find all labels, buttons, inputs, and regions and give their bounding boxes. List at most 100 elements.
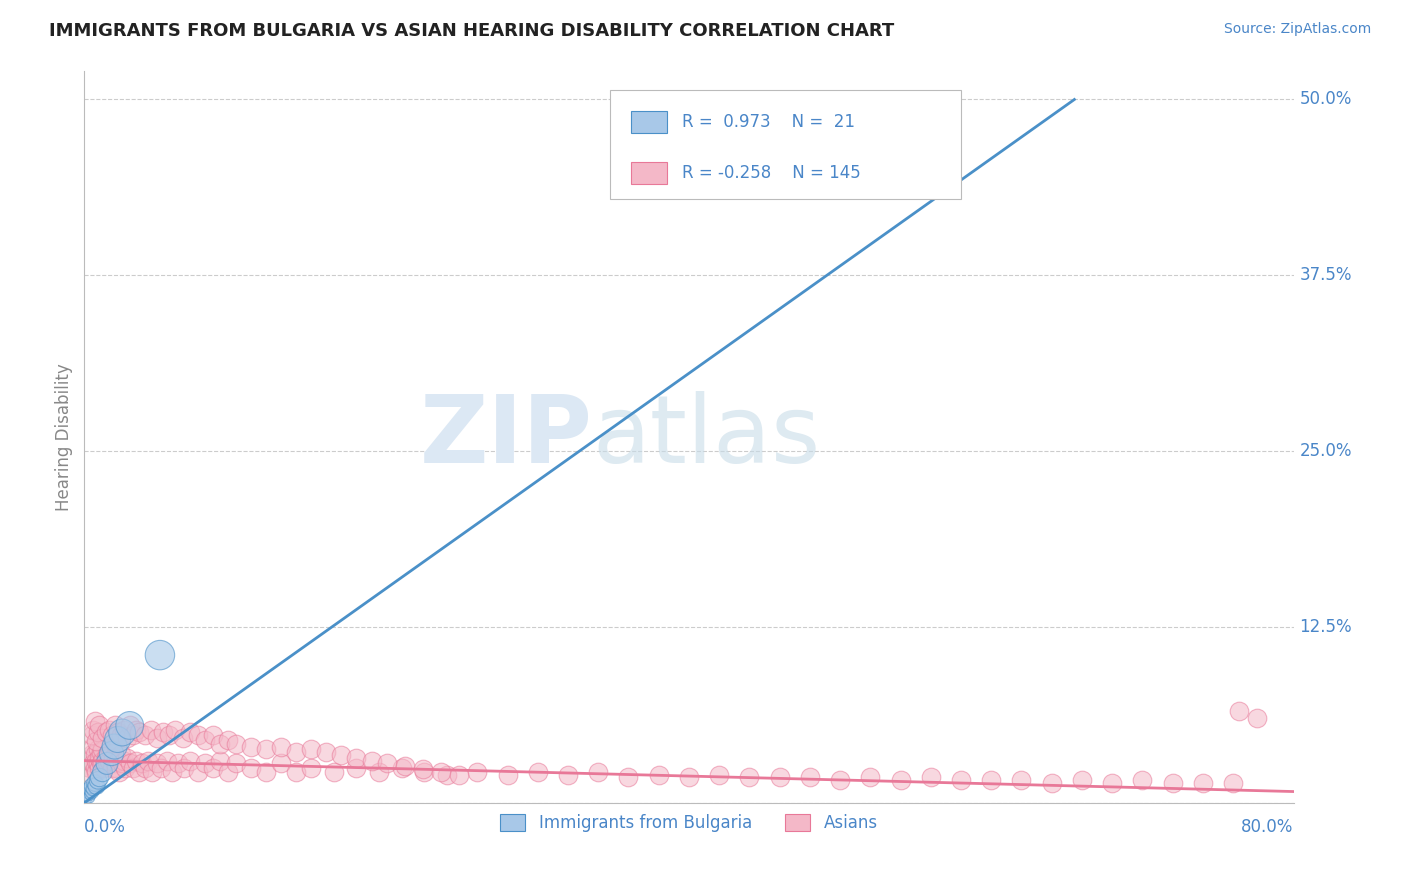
Point: [110, 747, 132, 761]
Point: [1011, 773, 1033, 788]
Point: [172, 731, 194, 745]
Point: [87, 725, 110, 739]
Point: [91, 742, 114, 756]
Point: [91, 731, 114, 745]
Point: [112, 723, 135, 737]
Point: [101, 751, 124, 765]
Point: [104, 737, 127, 751]
Point: [94, 725, 117, 739]
Legend: Immigrants from Bulgaria, Asians: Immigrants from Bulgaria, Asians: [494, 807, 884, 838]
Point: [104, 718, 127, 732]
Point: [100, 761, 122, 775]
Point: [115, 751, 138, 765]
Point: [136, 754, 159, 768]
Point: [1040, 776, 1063, 790]
Point: [412, 762, 434, 776]
Point: [950, 773, 973, 788]
Point: [299, 742, 322, 756]
Point: [179, 725, 201, 739]
Point: [107, 725, 129, 739]
Point: [96, 756, 118, 771]
Point: [104, 756, 127, 771]
Point: [82, 739, 104, 754]
Point: [209, 754, 232, 768]
Point: [738, 771, 761, 785]
Point: [201, 761, 224, 775]
Point: [225, 737, 247, 751]
Point: [89, 718, 111, 732]
Point: [107, 732, 129, 747]
Point: [134, 761, 156, 775]
Point: [859, 771, 882, 785]
Point: [128, 764, 150, 779]
Point: [89, 761, 111, 775]
Point: [187, 728, 209, 742]
Text: 50.0%: 50.0%: [1299, 90, 1353, 109]
Point: [84, 776, 107, 790]
Point: [94, 751, 117, 765]
Point: [391, 761, 413, 775]
Point: [436, 767, 458, 781]
Point: [121, 761, 143, 775]
Point: [112, 754, 135, 768]
FancyBboxPatch shape: [631, 111, 668, 133]
Point: [315, 745, 337, 759]
Text: 25.0%: 25.0%: [1299, 442, 1353, 460]
Text: 12.5%: 12.5%: [1299, 618, 1353, 636]
Point: [89, 751, 111, 765]
Point: [121, 728, 143, 742]
Point: [254, 764, 277, 779]
Point: [111, 756, 134, 771]
Point: [678, 771, 700, 785]
Point: [86, 779, 108, 793]
Point: [91, 764, 114, 779]
Point: [617, 771, 640, 785]
Point: [149, 648, 172, 662]
Point: [96, 756, 118, 771]
Point: [285, 764, 308, 779]
FancyBboxPatch shape: [631, 162, 668, 184]
Point: [769, 771, 792, 785]
Point: [1246, 711, 1268, 725]
Point: [118, 718, 141, 732]
Point: [79, 788, 101, 802]
Point: [75, 791, 97, 805]
Point: [173, 761, 195, 775]
Point: [209, 737, 232, 751]
Point: [86, 734, 108, 748]
Point: [100, 728, 122, 742]
Point: [368, 764, 391, 779]
Point: [104, 739, 127, 754]
Point: [709, 767, 731, 781]
Point: [346, 761, 368, 775]
Point: [394, 759, 416, 773]
FancyBboxPatch shape: [610, 90, 962, 200]
Point: [557, 767, 579, 781]
Point: [80, 784, 103, 798]
Point: [128, 725, 150, 739]
Point: [87, 742, 110, 756]
Point: [527, 764, 550, 779]
Point: [375, 756, 398, 771]
Point: [141, 764, 163, 779]
Point: [114, 761, 136, 775]
Point: [346, 751, 368, 765]
Text: Source: ZipAtlas.com: Source: ZipAtlas.com: [1223, 22, 1371, 37]
Point: [89, 771, 111, 785]
Point: [80, 779, 103, 793]
Point: [80, 767, 103, 781]
Point: [299, 761, 322, 775]
Point: [110, 728, 132, 742]
Y-axis label: Hearing Disability: Hearing Disability: [55, 363, 73, 511]
Point: [239, 739, 262, 754]
Point: [413, 764, 436, 779]
Point: [84, 761, 107, 775]
Point: [830, 773, 852, 788]
Point: [1227, 705, 1250, 719]
Point: [225, 756, 247, 771]
Point: [84, 714, 107, 729]
Point: [77, 790, 100, 805]
Point: [467, 764, 489, 779]
Point: [134, 728, 156, 742]
Point: [496, 767, 519, 781]
